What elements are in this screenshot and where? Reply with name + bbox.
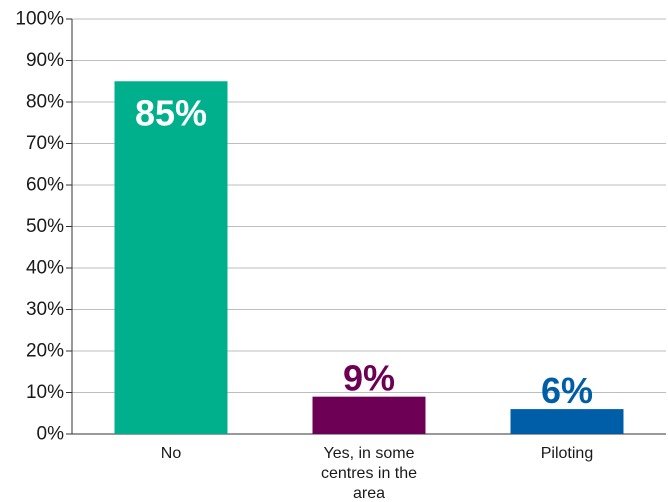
data-label: 6% — [541, 370, 593, 411]
bar — [510, 409, 624, 434]
category-label-line: Yes, in some — [323, 445, 414, 462]
y-tick-label: 90% — [26, 50, 64, 71]
y-tick-label: 60% — [26, 175, 64, 196]
category-label-line: No — [161, 445, 182, 462]
bar — [312, 396, 426, 434]
y-tick-label: 20% — [26, 341, 64, 362]
category-label-line: centres in the — [321, 465, 417, 482]
category-labels: No Yes, in some centres in the area Piloting — [161, 445, 593, 502]
bar — [114, 81, 228, 434]
y-tick-label: 80% — [26, 92, 64, 113]
data-label: 85% — [135, 93, 207, 134]
category-label: Yes, in some centres in the area — [321, 445, 417, 502]
y-tick-label: 40% — [26, 258, 64, 279]
data-labels: 85% 9% 6% — [135, 93, 593, 411]
y-tick-label: 50% — [26, 216, 64, 237]
y-tick-label: 30% — [26, 299, 64, 320]
y-tick-labels: 0% 10% 20% 30% 40% 50% 60% 70% 80% 90% 100% — [15, 9, 72, 445]
y-tick-label: 100% — [15, 9, 64, 30]
category-label-line: Piloting — [541, 445, 593, 462]
y-tick-label: 70% — [26, 133, 64, 154]
category-label: No — [161, 445, 182, 462]
bars — [114, 81, 624, 434]
category-label: Piloting — [541, 445, 593, 462]
data-label: 9% — [343, 358, 395, 399]
y-tick-label: 10% — [26, 382, 64, 403]
y-tick-label: 0% — [37, 424, 65, 445]
category-label-line: area — [353, 485, 385, 502]
